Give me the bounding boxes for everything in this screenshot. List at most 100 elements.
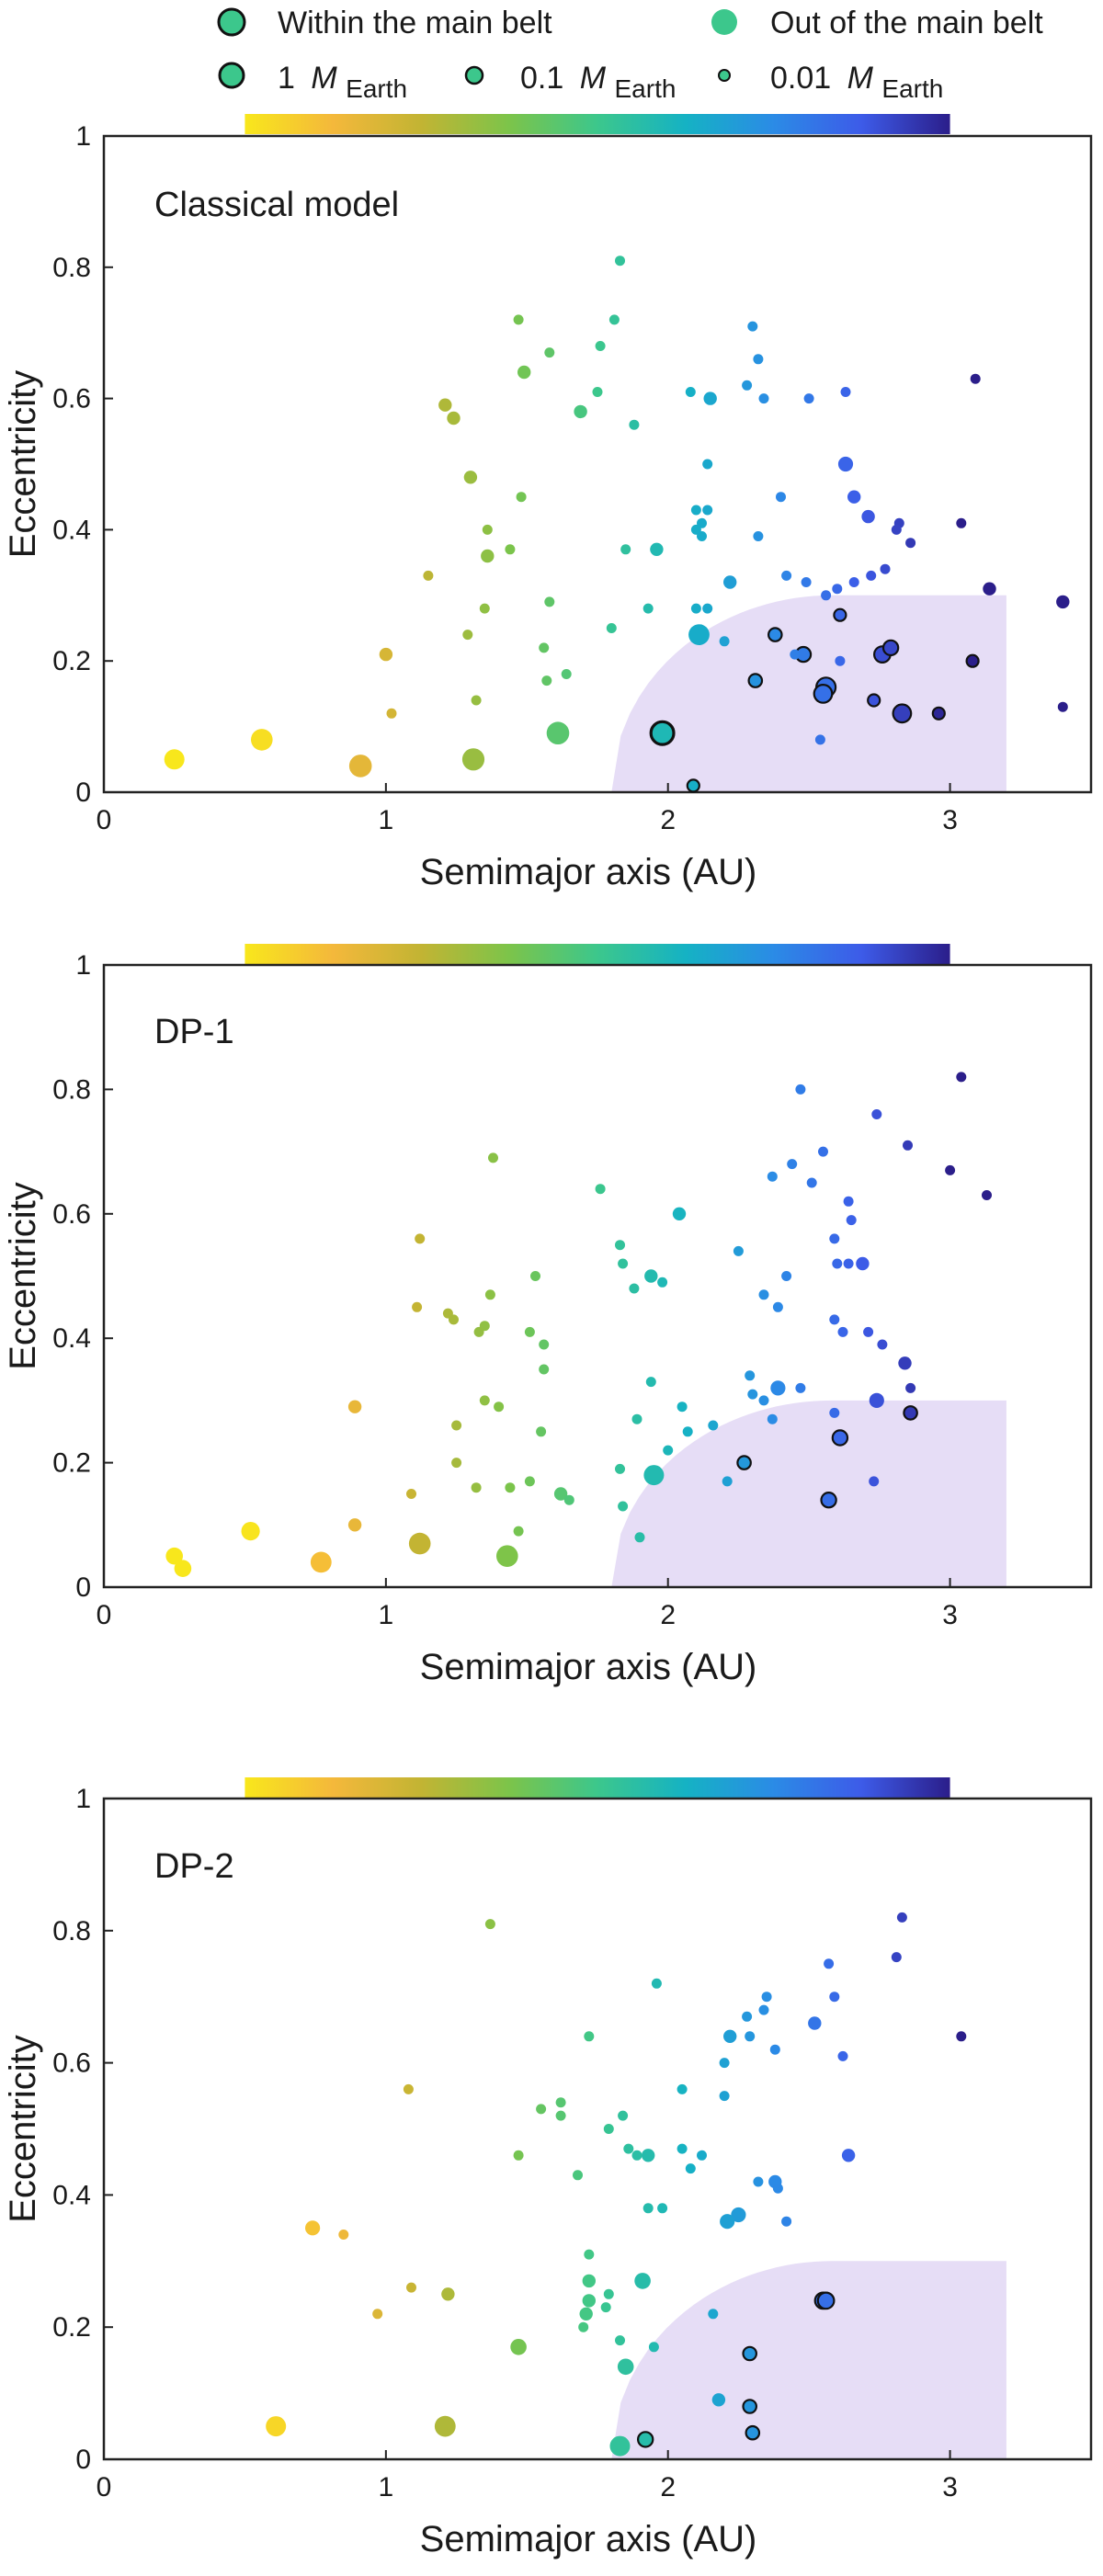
data-point [846, 1215, 857, 1226]
data-point [536, 2104, 547, 2115]
data-point [574, 404, 587, 419]
data-point [697, 531, 707, 541]
data-point [524, 1476, 535, 1487]
data-point [767, 1413, 778, 1424]
data-point [703, 392, 717, 405]
y-axis-label: Eccentricity [3, 1182, 43, 1370]
y-tick-label: 0.8 [52, 253, 91, 283]
data-point [544, 347, 555, 358]
data-point [702, 459, 713, 470]
data-point [174, 1560, 192, 1577]
data-point [510, 2339, 527, 2355]
data-point [372, 2309, 383, 2320]
x-tick-label: 2 [660, 1600, 676, 1630]
data-point [463, 471, 478, 484]
data-point [829, 1992, 840, 2003]
data-point [642, 603, 654, 614]
data-point [305, 2220, 321, 2236]
y-tick-label: 0 [75, 777, 91, 808]
data-point [770, 1380, 786, 1396]
data-point-belt [742, 2399, 757, 2414]
legend: Within the main belt Out of the main bel… [217, 6, 1043, 103]
x-tick-label: 2 [660, 2472, 676, 2502]
data-point [347, 1400, 362, 1413]
data-point [608, 314, 620, 325]
data-point [708, 1420, 719, 1431]
data-point [555, 2110, 566, 2121]
data-point [866, 570, 877, 581]
data-point [412, 1301, 423, 1312]
data-point [573, 2170, 583, 2181]
data-point [536, 1426, 547, 1437]
data-point [447, 411, 461, 426]
main-belt-region [611, 595, 1006, 792]
data-point [484, 1289, 495, 1300]
data-point [702, 603, 713, 614]
data-point [837, 2050, 848, 2061]
data-point [644, 1269, 658, 1283]
data-point [517, 365, 531, 380]
panel-1: 0 1 2 3 0 0.2 0.4 0.6 0.8 1 Semimajor axis (AU) Ecc… [3, 114, 1093, 892]
data-point-belt [742, 2345, 757, 2362]
y-tick-label: 0.8 [52, 1916, 91, 1946]
panel-title: DP-2 [154, 1847, 234, 1886]
legend-mass-0.01-label: 0.01 M Earth [770, 61, 943, 103]
data-point [403, 2083, 414, 2094]
legend-mass-0.1-label: 0.1 M Earth [520, 61, 676, 103]
data-point [648, 2342, 659, 2353]
data-point [606, 623, 617, 633]
data-point [539, 642, 550, 653]
data-point-belt [833, 607, 847, 622]
data-point [438, 398, 452, 412]
legend-mass-1-marker [218, 62, 245, 89]
data-point [747, 321, 758, 332]
y-tick-label: 0 [75, 2445, 91, 2475]
data-point [697, 2150, 707, 2161]
data-point [682, 1426, 693, 1437]
data-point [516, 492, 527, 503]
colorbar [244, 944, 950, 964]
data-point [348, 755, 372, 777]
data-point [582, 2294, 596, 2308]
x-axis-label: Semimajor axis (AU) [420, 2519, 757, 2559]
data-point [406, 1489, 416, 1499]
data-point [821, 590, 832, 601]
data-point [781, 2216, 792, 2227]
data-point [871, 1109, 882, 1119]
data-point [629, 419, 640, 430]
data-point [631, 1413, 642, 1424]
data-point [603, 2288, 614, 2299]
data-point [869, 1476, 880, 1487]
data-point [733, 1245, 744, 1256]
legend-out-marker [711, 9, 737, 35]
data-point [620, 544, 631, 555]
data-point [758, 2004, 769, 2015]
x-axis-label: Semimajor axis (AU) [420, 1647, 757, 1687]
legend-mass-0.1-symbol: M [580, 61, 607, 96]
data-point [677, 2083, 688, 2094]
data-point [690, 603, 701, 614]
data-point [592, 387, 603, 397]
data-point [541, 675, 552, 687]
data-point-belt [649, 720, 676, 746]
y-tick-label: 0 [75, 1572, 91, 1603]
x-tick-label: 3 [942, 805, 958, 835]
legend-mass-1-label: 1 M Earth [278, 61, 407, 103]
data-point [896, 1912, 907, 1923]
data-point [484, 1919, 495, 1930]
data-point [832, 1258, 843, 1269]
data-point [539, 1364, 550, 1375]
data-point [386, 708, 397, 719]
data-point [415, 1233, 426, 1244]
data-point [824, 1958, 835, 1969]
data-point [877, 1339, 888, 1350]
data-point [423, 570, 434, 581]
data-point-belt [965, 653, 980, 668]
data-point [615, 1240, 625, 1251]
data-point [781, 570, 792, 581]
data-point [165, 1547, 183, 1565]
y-tick-label: 1 [75, 950, 91, 981]
data-point [513, 2150, 524, 2161]
data-point [629, 1283, 640, 1294]
data-point [642, 2203, 654, 2214]
